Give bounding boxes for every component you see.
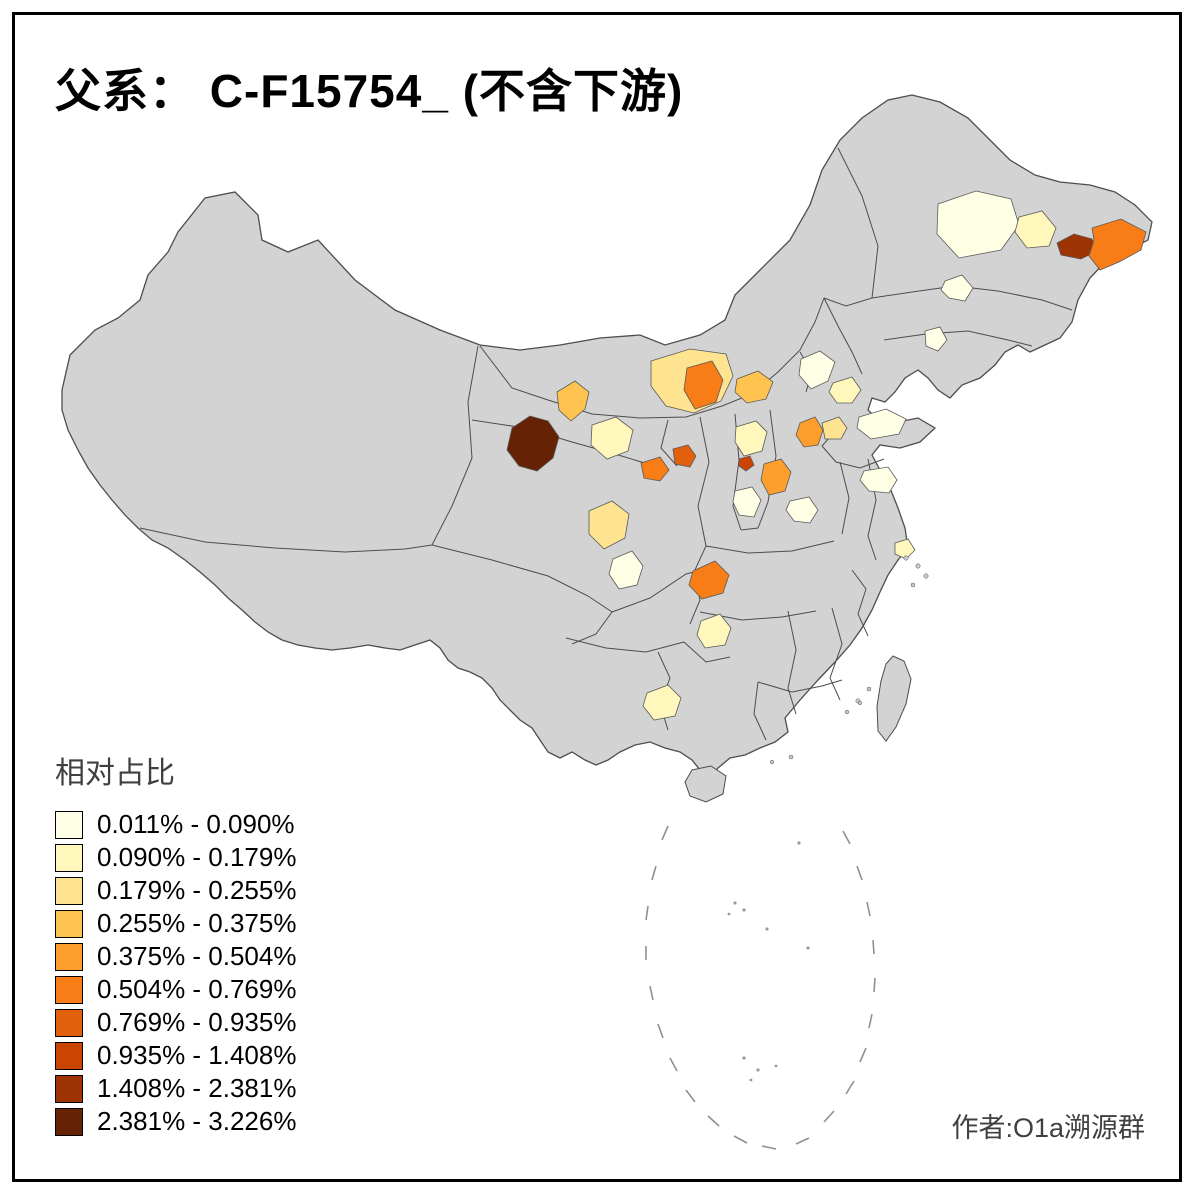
author-credit: 作者:O1a溯源群 — [951, 1113, 1145, 1143]
map-region — [734, 370, 774, 404]
legend-label: 0.255% - 0.375% — [97, 908, 297, 938]
legend-swatch — [55, 1041, 83, 1070]
legend-row: 0.375% - 0.504% — [55, 940, 296, 973]
legend-label: 2.381% - 3.226% — [97, 1106, 297, 1136]
legend-row: 0.179% - 0.255% — [55, 874, 296, 907]
legend-row: 1.408% - 2.381% — [55, 1072, 296, 1105]
legend-swatch — [55, 942, 83, 971]
sea-islets — [727, 841, 810, 1082]
hainan-island — [684, 765, 727, 803]
legend-title: 相对占比 — [55, 757, 175, 790]
legend-row: 0.504% - 0.769% — [55, 973, 296, 1006]
map-region — [936, 190, 1020, 259]
coastal-islands — [769, 555, 929, 765]
province-borders — [139, 147, 1073, 741]
map-region — [859, 466, 898, 494]
map-region — [734, 420, 768, 457]
map-region — [1014, 210, 1057, 249]
legend: 相对占比 0.011% - 0.090% 0.090% - 0.179% 0.1… — [55, 748, 296, 1138]
map-region — [588, 500, 630, 550]
map-region — [940, 274, 974, 302]
map-region — [856, 408, 907, 440]
map-region — [795, 416, 824, 448]
map-region — [688, 560, 730, 600]
legend-swatch — [55, 1074, 83, 1103]
map-region — [640, 456, 670, 482]
page-title: 父系： C-F15754_ (不含下游) — [55, 65, 684, 117]
legend-swatch — [55, 876, 83, 905]
legend-label: 0.090% - 0.179% — [97, 842, 297, 872]
map-region — [608, 550, 644, 590]
legend-label: 0.011% - 0.090% — [97, 809, 295, 839]
legend-row: 0.769% - 0.935% — [55, 1006, 296, 1039]
map-region — [506, 415, 560, 472]
legend-swatch — [55, 975, 83, 1004]
map-region — [672, 444, 697, 468]
map-region — [590, 416, 634, 460]
map-region — [924, 326, 948, 352]
map-region — [798, 350, 836, 390]
south-china-sea-dashes — [645, 825, 876, 1150]
taiwan-island — [876, 655, 912, 742]
legend-swatch — [55, 909, 83, 938]
legend-row: 2.381% - 3.226% — [55, 1105, 296, 1138]
map-region — [894, 538, 916, 560]
map-region — [642, 684, 682, 721]
map-region — [683, 360, 724, 410]
map-region — [696, 613, 732, 649]
map-region — [732, 486, 762, 518]
legend-row: 0.011% - 0.090% — [55, 808, 296, 841]
legend-row: 0.090% - 0.179% — [55, 841, 296, 874]
map-region — [760, 458, 792, 496]
map-region — [556, 380, 590, 422]
legend-label: 0.179% - 0.255% — [97, 875, 297, 905]
map-region — [738, 455, 755, 472]
legend-row: 0.255% - 0.375% — [55, 907, 296, 940]
legend-swatch — [55, 1008, 83, 1037]
map-region — [821, 416, 848, 440]
legend-label: 1.408% - 2.381% — [97, 1073, 297, 1103]
legend-label: 0.504% - 0.769% — [97, 974, 297, 1004]
map-region — [785, 496, 819, 524]
legend-swatch — [55, 810, 83, 839]
legend-label: 0.375% - 0.504% — [97, 941, 297, 971]
legend-row: 0.935% - 1.408% — [55, 1039, 296, 1072]
colored-regions — [506, 190, 1147, 721]
legend-swatch — [55, 843, 83, 872]
map-region — [828, 376, 862, 404]
map-region — [1088, 218, 1147, 271]
legend-label: 0.935% - 1.408% — [97, 1040, 297, 1070]
legend-swatch — [55, 1107, 83, 1136]
legend-label: 0.769% - 0.935% — [97, 1007, 297, 1037]
